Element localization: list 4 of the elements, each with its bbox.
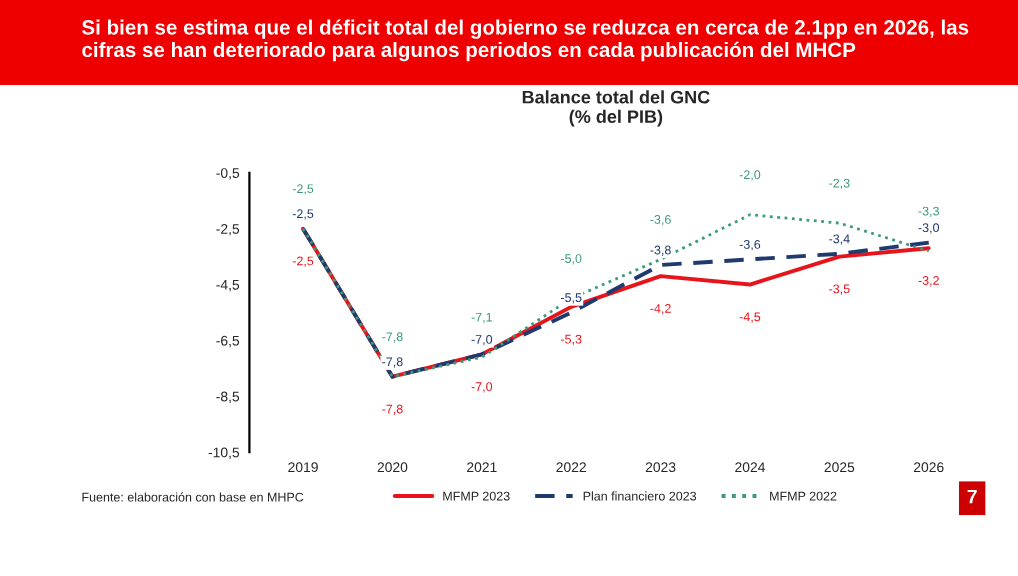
text: Si bien se estima que el déficit total del gobierno se reduzca en cerca de 2.1pp en 2026, las cifras se han deteriorado para algunos periodos en cada publicación del MHCP	[82, 19, 969, 62]
chart-subtitle: (% del PIB)	[569, 109, 663, 127]
chart-title: Balance total del GNC	[522, 90, 710, 104]
text: 7	[967, 489, 977, 504]
